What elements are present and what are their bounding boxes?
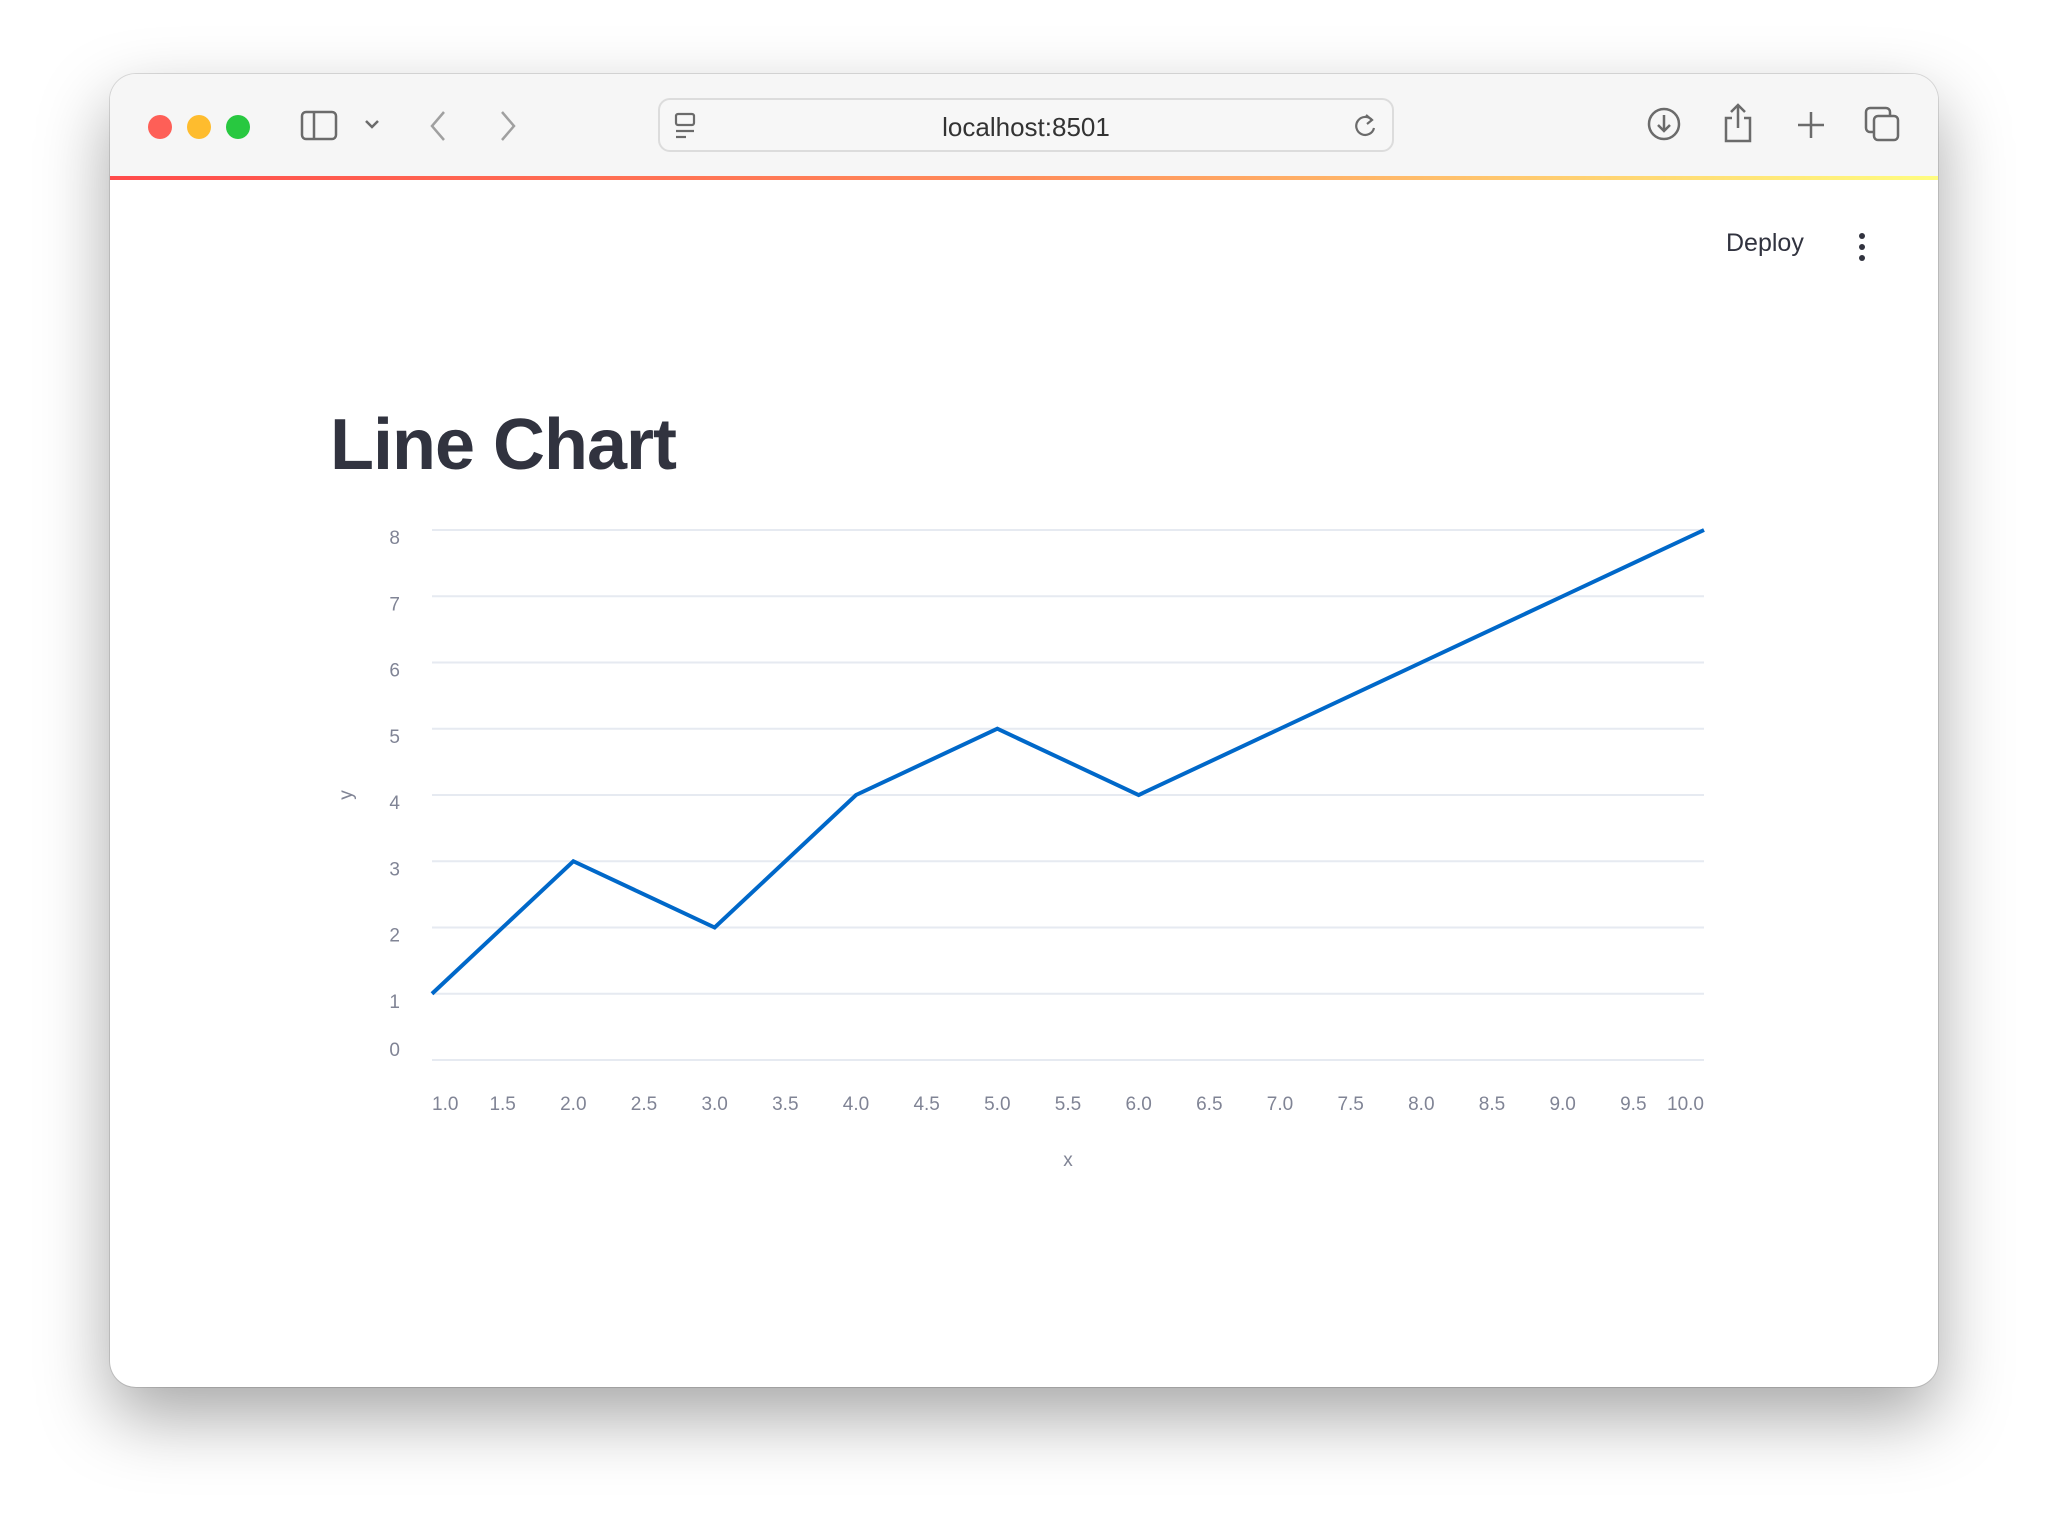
forward-icon[interactable] <box>498 110 518 142</box>
x-axis-label: x <box>1063 1150 1073 1171</box>
y-tick-label: 0 <box>389 1040 400 1061</box>
deploy-button[interactable]: Deploy <box>1726 229 1804 257</box>
x-tick-label: 7.0 <box>1267 1094 1293 1115</box>
minimize-window-button[interactable] <box>187 115 211 139</box>
address-bar[interactable]: localhost:8501 <box>658 98 1394 152</box>
page-menu-icon[interactable] <box>674 112 698 140</box>
download-icon[interactable] <box>1646 106 1682 142</box>
line-chart: 0 1 2 3 4 5 6 7 8 1.0 1.5 2.0 2.5 3.0 3.5 4.0 4.5 5.0 5.5 6… <box>336 528 1705 1171</box>
x-tick-label: 8.5 <box>1479 1094 1505 1115</box>
x-tick-label: 7.5 <box>1337 1094 1363 1115</box>
x-tick-label: 1.5 <box>489 1094 515 1115</box>
browser-window: localhost:8501 Deploy Line Chart 0 1 2 3 4 5 6… <box>110 74 1938 1387</box>
y-tick-label: 6 <box>389 661 400 682</box>
x-tick-label: 1.0 <box>432 1094 458 1115</box>
y-tick-label: 7 <box>389 594 400 615</box>
x-tick-label: 3.0 <box>701 1094 727 1115</box>
y-tick-label: 1 <box>389 992 400 1013</box>
new-tab-icon[interactable] <box>1796 110 1826 140</box>
series-line <box>430 528 1705 996</box>
reload-icon[interactable] <box>1352 112 1378 140</box>
maximize-window-button[interactable] <box>226 115 250 139</box>
x-tick-label: 6.0 <box>1125 1094 1151 1115</box>
y-tick-label: 8 <box>389 528 400 549</box>
x-tick-label: 6.5 <box>1196 1094 1222 1115</box>
y-axis-label: y <box>336 790 357 800</box>
x-tick-label: 3.5 <box>772 1094 798 1115</box>
chevron-down-icon[interactable] <box>364 118 380 130</box>
x-tick-label: 5.0 <box>984 1094 1010 1115</box>
page-title: Line Chart <box>330 405 677 485</box>
x-tick-label: 9.5 <box>1620 1094 1646 1115</box>
x-tick-label: 5.5 <box>1055 1094 1081 1115</box>
main-menu-icon[interactable] <box>1858 232 1866 262</box>
back-icon[interactable] <box>428 110 448 142</box>
y-tick-label: 4 <box>389 793 400 814</box>
x-tick-label: 4.5 <box>913 1094 939 1115</box>
y-tick-label: 2 <box>389 926 400 947</box>
browser-toolbar: localhost:8501 <box>110 74 1938 176</box>
tab-overview-icon[interactable] <box>1864 106 1900 142</box>
x-tick-label: 9.0 <box>1549 1094 1575 1115</box>
sidebar-toggle-icon[interactable] <box>300 110 338 142</box>
x-tick-label: 8.0 <box>1408 1094 1434 1115</box>
x-tick-label: 2.5 <box>631 1094 657 1115</box>
x-tick-label: 4.0 <box>843 1094 869 1115</box>
close-window-button[interactable] <box>148 115 172 139</box>
url-text[interactable]: localhost:8501 <box>942 112 1110 142</box>
x-tick-label: 10.0 <box>1667 1094 1704 1115</box>
y-tick-label: 5 <box>389 727 400 748</box>
x-tick-label: 2.0 <box>560 1094 586 1115</box>
y-tick-label: 3 <box>389 859 400 880</box>
share-icon[interactable] <box>1722 102 1754 144</box>
streamlit-header-decoration <box>110 176 1938 180</box>
